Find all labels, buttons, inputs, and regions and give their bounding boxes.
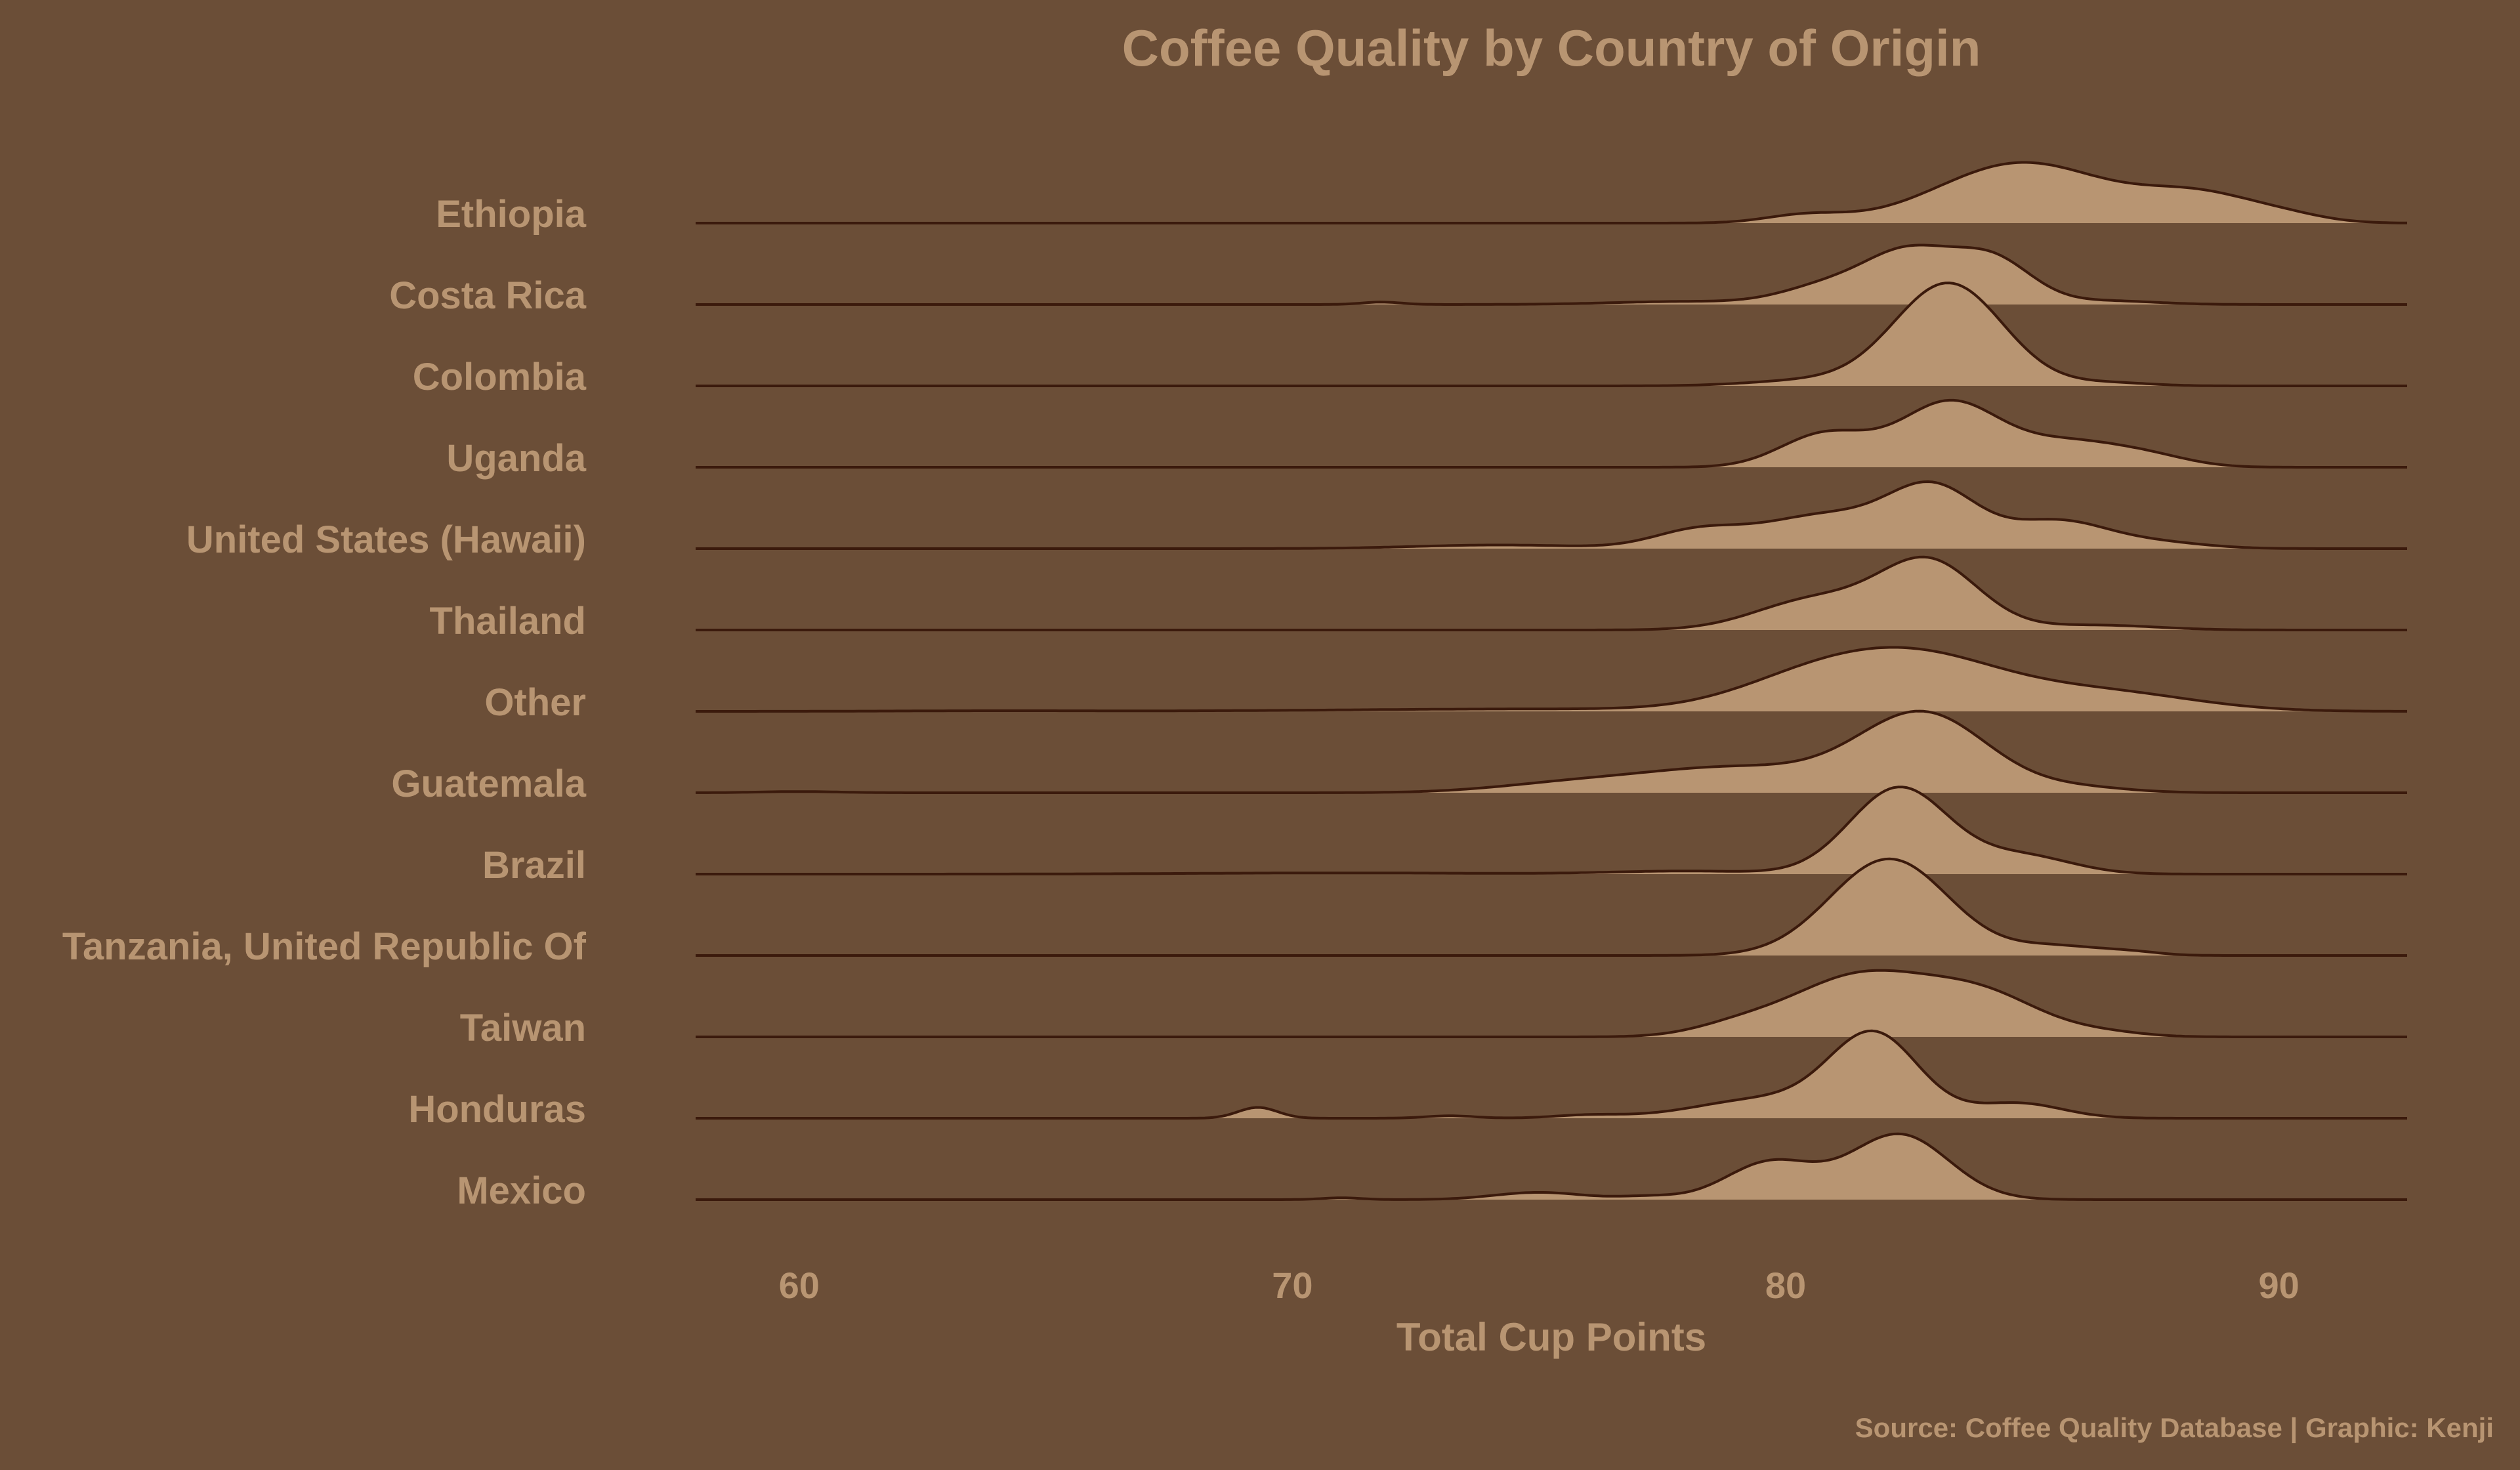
ridge-line-colombia [696,282,2407,387]
ridges-group [696,161,2407,1201]
ridge-line-ethiopia [696,161,2407,224]
ridge-uganda [696,398,2407,469]
ridge-taiwan [696,969,2407,1038]
ridge-line-tanzania-united-republic-of [696,857,2407,957]
country-label-mexico: Mexico [457,1169,586,1212]
chart-caption: Source: Coffee Quality Database | Graphi… [1855,1412,2494,1444]
ridge-area-brazil [696,787,2407,874]
ridge-line-other [696,646,2407,713]
ridge-area-tanzania-united-republic-of [696,858,2407,956]
country-label-thailand: Thailand [430,600,586,642]
ridge-area-ethiopia [696,162,2407,223]
x-tick-label-60: 60 [779,1265,820,1306]
country-label-uganda: Uganda [446,437,586,480]
ridge-united-states-hawaii [696,480,2407,550]
ridge-line-thailand [696,555,2407,631]
ridge-line-costa-rica [696,243,2407,306]
ridge-brazil [696,786,2407,875]
x-ticks-group: 60 70 80 90 [779,1265,2300,1306]
ridge-costa-rica [696,243,2407,306]
ridge-ethiopia [696,161,2407,224]
country-label-brazil: Brazil [482,844,586,887]
ridge-line-taiwan [696,969,2407,1038]
country-label-ethiopia: Ethiopia [436,193,587,236]
ridge-line-uganda [696,398,2407,469]
ridge-mexico [696,1132,2407,1201]
ridge-area-united-states-hawaii [696,482,2407,549]
ridge-line-guatemala [696,709,2407,794]
country-label-honduras: Honduras [408,1088,586,1131]
country-label-tanzania-united-republic-of: Tanzania, United Republic Of [62,925,587,968]
ridge-thailand [696,555,2407,631]
ridge-honduras [696,1029,2407,1120]
x-tick-label-70: 70 [1272,1265,1312,1306]
ridge-line-mexico [696,1132,2407,1201]
x-axis-title: Total Cup Points [1396,1315,1706,1359]
country-label-other: Other [484,681,586,724]
ridge-area-thailand [696,556,2407,630]
country-label-united-states-hawaii: United States (Hawaii) [186,518,586,561]
chart-title: Coffee Quality by Country of Origin [1122,19,1981,77]
country-label-costa-rica: Costa Rica [389,274,587,317]
x-tick-label-90: 90 [2258,1265,2299,1306]
ridge-area-costa-rica [696,245,2407,304]
ridge-line-united-states-hawaii [696,480,2407,550]
country-label-guatemala: Guatemala [391,763,586,805]
ridge-area-colombia [696,283,2407,386]
ridge-line-honduras [696,1029,2407,1120]
country-labels-group: Ethiopia Costa Rica Colombia Uganda United S… [62,193,587,1212]
ridge-tanzania-united-republic-of [696,857,2407,957]
ridge-area-guatemala [696,711,2407,793]
x-tick-label-80: 80 [1765,1265,1806,1306]
ridge-line-brazil [696,786,2407,875]
ridge-colombia [696,282,2407,387]
ridge-other [696,646,2407,713]
ridge-area-uganda [696,400,2407,467]
country-label-colombia: Colombia [413,356,587,398]
ridge-guatemala [696,709,2407,794]
ridge-area-taiwan [696,970,2407,1037]
country-label-taiwan: Taiwan [460,1007,586,1049]
